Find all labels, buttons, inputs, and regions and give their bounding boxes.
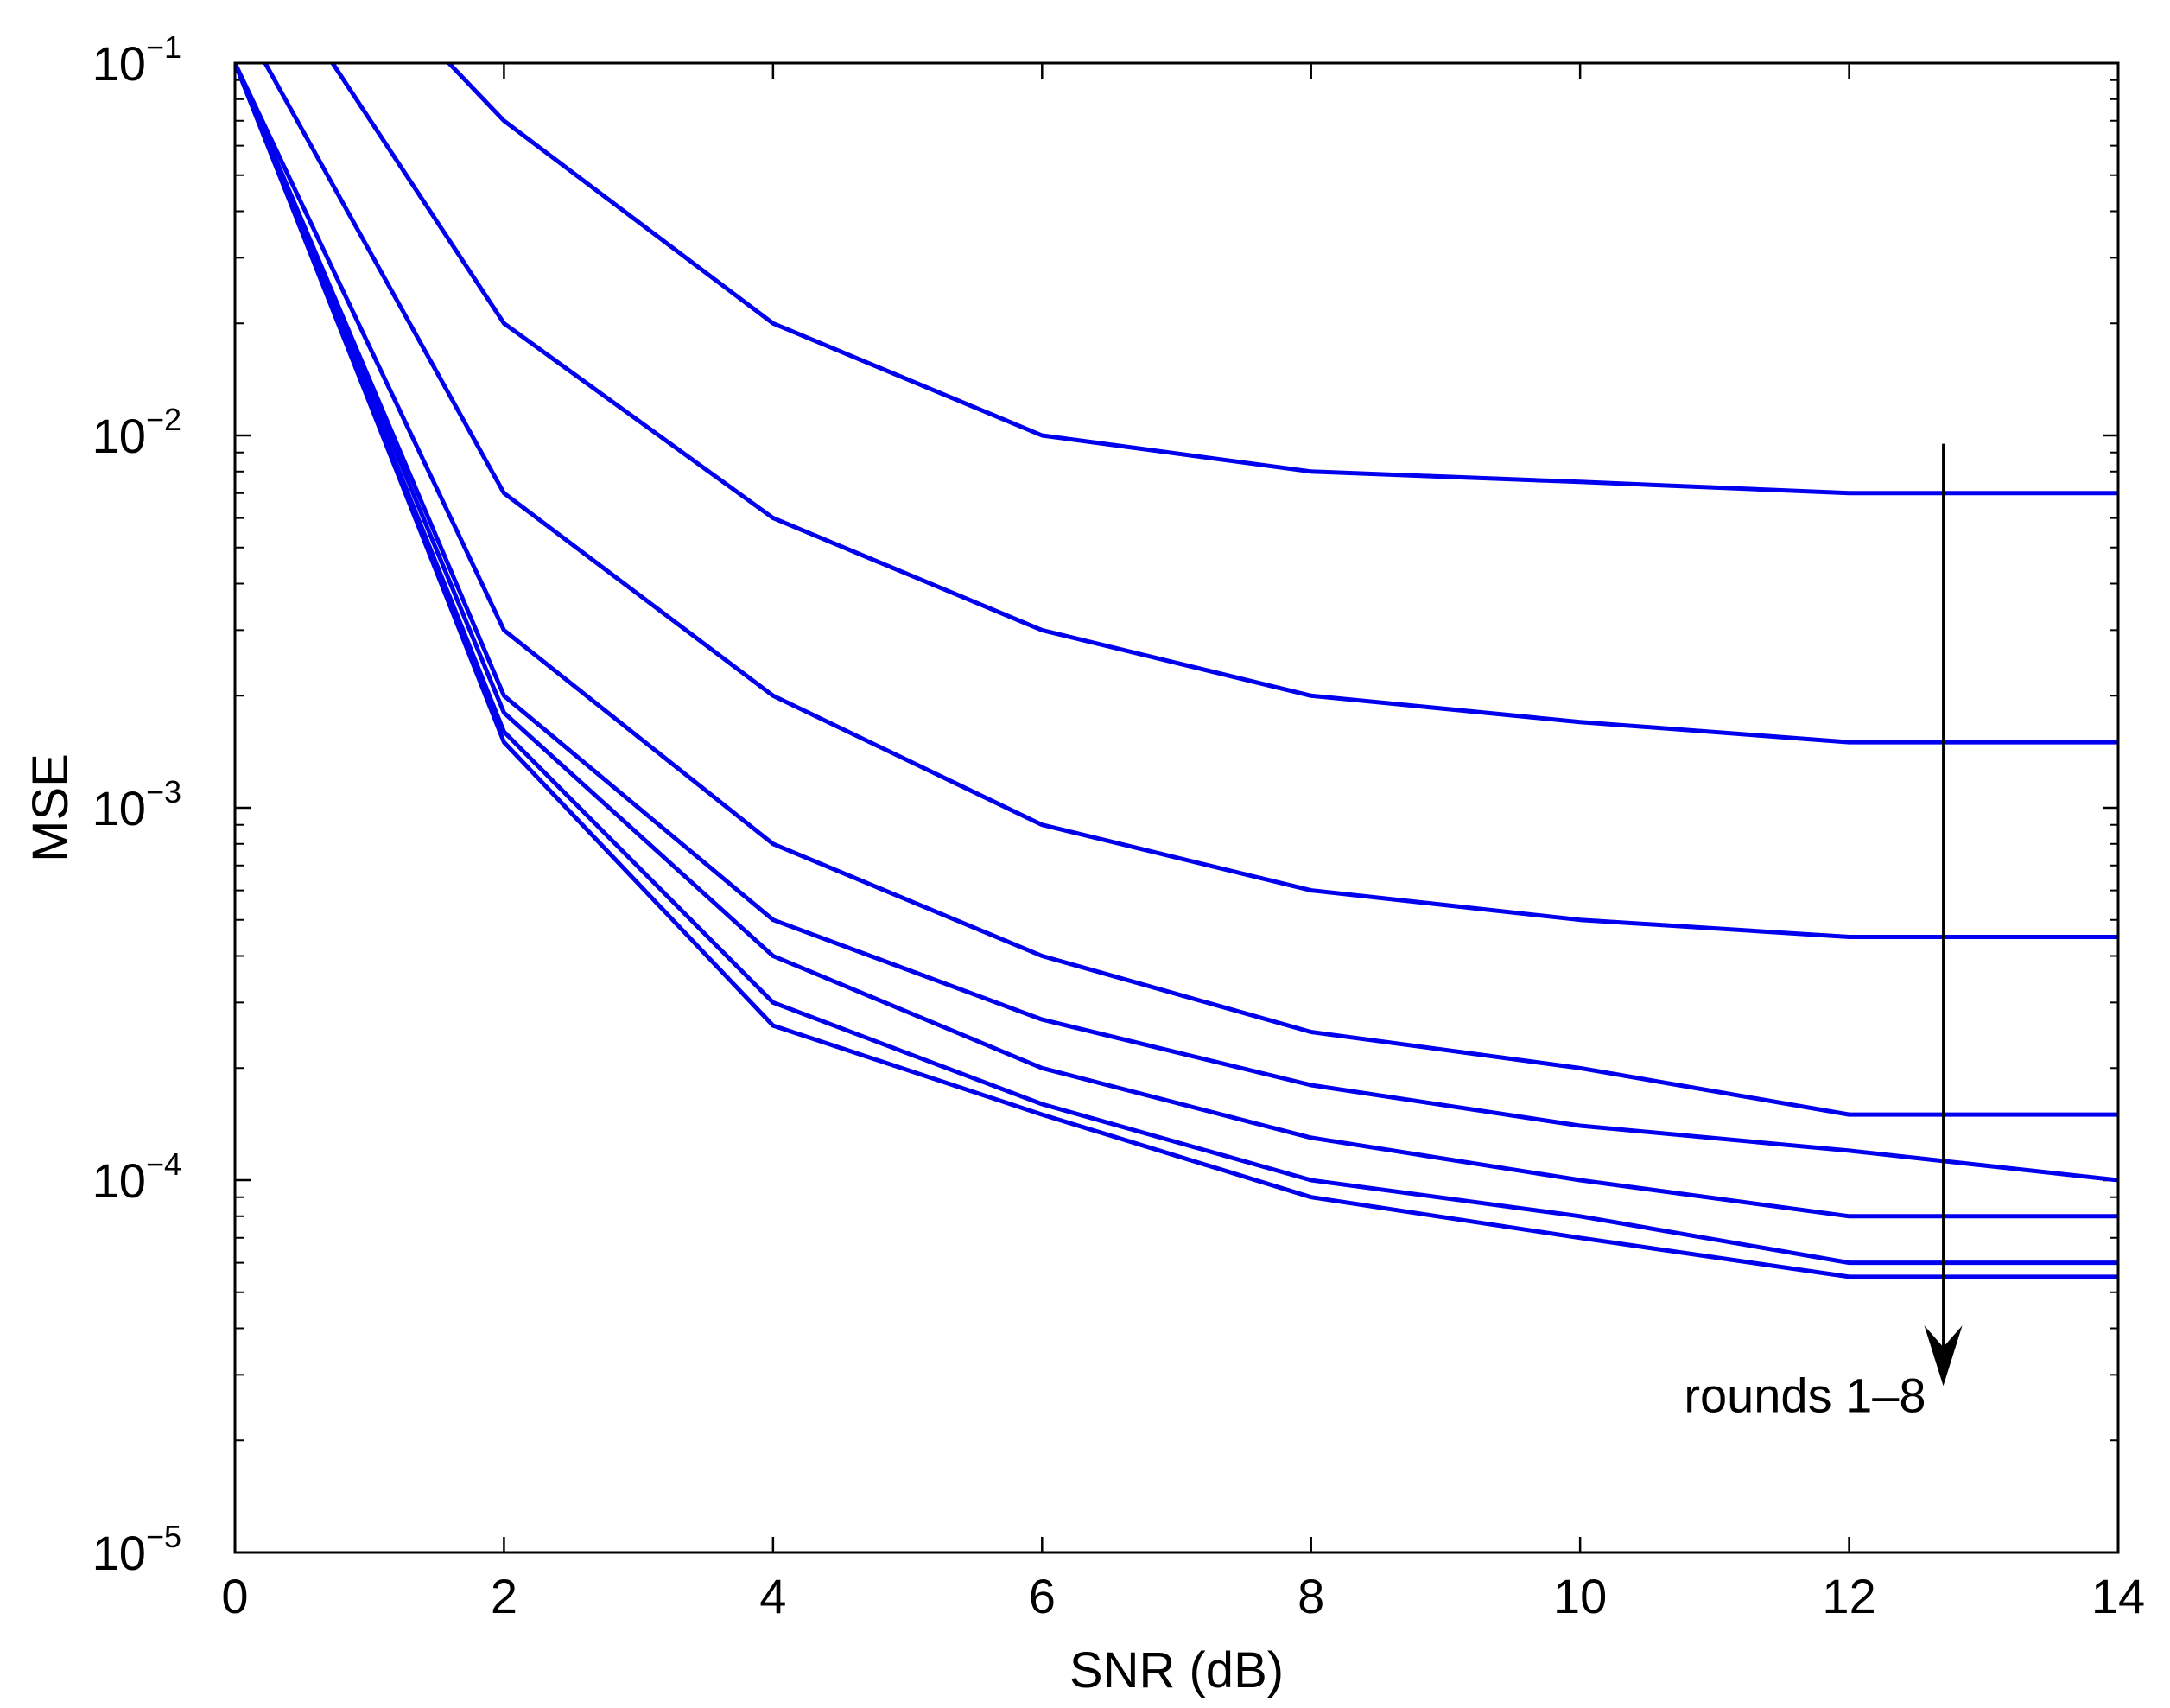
- y-tick-exponent: −2: [146, 402, 181, 437]
- x-tick-label: 14: [2091, 1569, 2145, 1623]
- series-line-round-1: [446, 63, 2118, 496]
- series-line-round-2: [329, 63, 2118, 745]
- series-line-round-7: [235, 63, 2118, 1266]
- series-line-round-5: [235, 63, 2118, 1183]
- series-line-round-8: [235, 63, 2118, 1279]
- series-line-round-3: [263, 63, 2118, 939]
- y-tick-exponent: −5: [146, 1519, 181, 1554]
- annotation-arrowhead: [1924, 1325, 1963, 1387]
- x-tick-label: 12: [1822, 1569, 1875, 1623]
- x-tick-label: 0: [221, 1569, 248, 1623]
- plot-frame: [233, 61, 2120, 1554]
- x-tick-label: 6: [1029, 1569, 1056, 1623]
- y-tick-exponent: −3: [146, 774, 181, 810]
- series-line-round-4: [235, 63, 2118, 1117]
- y-tick-exponent: −1: [146, 29, 181, 65]
- plot-area: [235, 63, 2118, 1279]
- x-axis-title: SNR (dB): [1069, 1642, 1284, 1698]
- x-tick-label: 4: [759, 1569, 786, 1623]
- rounds-annotation: rounds 1–8: [1684, 443, 1963, 1422]
- x-tick-label: 2: [491, 1569, 517, 1623]
- y-axis-title: MSE: [22, 753, 79, 862]
- x-tick-label: 8: [1298, 1569, 1324, 1623]
- x-tick-label: 10: [1553, 1569, 1607, 1623]
- annotation-label: rounds 1–8: [1684, 1368, 1926, 1422]
- series-line-round-6: [235, 63, 2118, 1219]
- y-tick-exponent: −4: [146, 1146, 181, 1182]
- series-lines: [235, 63, 2118, 1279]
